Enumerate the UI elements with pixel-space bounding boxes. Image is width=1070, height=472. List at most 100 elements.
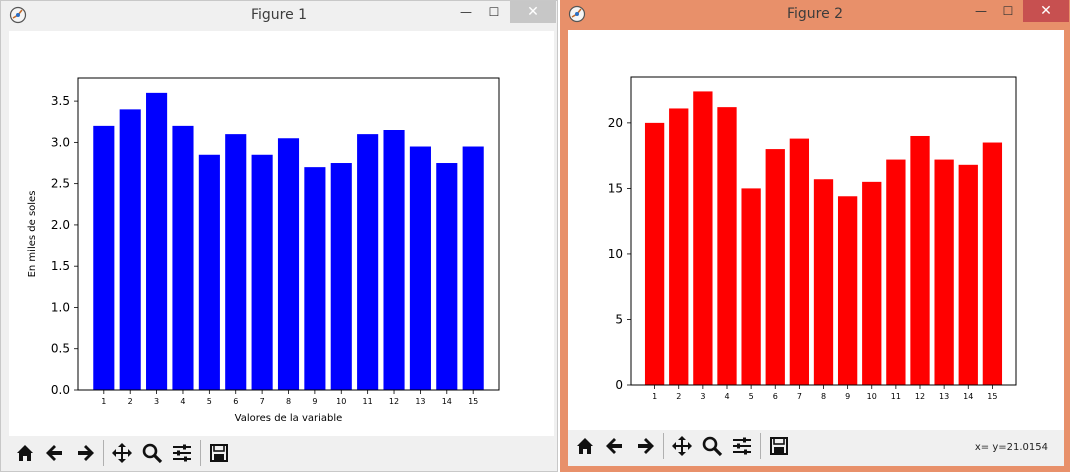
save-icon xyxy=(210,444,228,462)
figure-canvas[interactable]: 1 2 3 4 5 6 7 8 9 10 11 12 13 14 15 0.0 0.5 1.0 1.5 2.0 2.5 3… xyxy=(9,31,554,436)
app-icon xyxy=(568,5,586,23)
y-tick-label: 1.5 xyxy=(51,259,70,273)
y-axis-label: En miles de soles xyxy=(27,191,38,278)
x-tick-label: 2 xyxy=(128,397,133,406)
close-icon: ✕ xyxy=(527,4,539,20)
coordinates-readout: x= y=21.0154 xyxy=(974,442,1048,453)
y-tick-label: 0.5 xyxy=(51,342,70,356)
figure-2-window: Figure 2 — ☐ ✕ 1 2 3 4 5 6 7 8 9 10 11 12 13 14 15 0 5 10… xyxy=(560,0,1070,472)
x-tick-label: 13 xyxy=(939,392,949,401)
bar xyxy=(862,181,882,385)
save-icon xyxy=(770,437,788,455)
minimize-icon: — xyxy=(975,4,987,18)
x-tick-label: 8 xyxy=(821,392,826,401)
figure-canvas[interactable]: 1 2 3 4 5 6 7 8 9 10 11 12 13 14 15 0 5 10 15 20 xyxy=(568,30,1064,430)
configure-button[interactable] xyxy=(727,432,757,460)
x-tick-label: 14 xyxy=(442,397,452,406)
pan-button[interactable] xyxy=(107,439,137,467)
minimize-button[interactable]: — xyxy=(453,1,479,23)
bar xyxy=(462,146,484,390)
x-tick-label: 3 xyxy=(700,392,705,401)
y-tick-label: 2.0 xyxy=(51,218,70,232)
close-button[interactable]: ✕ xyxy=(1023,0,1069,22)
pan-icon xyxy=(112,443,132,463)
y-tick-label: 15 xyxy=(608,181,623,195)
zoom-button[interactable] xyxy=(137,439,167,467)
forward-icon xyxy=(78,445,94,461)
configure-button[interactable] xyxy=(167,439,197,467)
bar xyxy=(837,196,858,385)
toolbar-area: x= y=21.0154 xyxy=(568,430,1064,466)
bar xyxy=(789,138,810,385)
x-tick-label: 14 xyxy=(963,392,973,401)
window-title: Figure 1 xyxy=(250,7,308,23)
bar xyxy=(409,146,431,390)
figure-1-window: Figure 1 — ☐ ✕ 1 2 3 4 5 6 7 8 9 10 11 12 13 14 15 0.0 0… xyxy=(0,0,558,472)
x-tick-label: 8 xyxy=(286,397,291,406)
x-tick-label: 15 xyxy=(987,392,997,401)
minimize-button[interactable]: — xyxy=(968,0,994,22)
bar xyxy=(146,92,168,391)
x-tick-label: 2 xyxy=(676,392,681,401)
plot-frame xyxy=(77,77,500,391)
bar xyxy=(910,135,930,385)
home-button[interactable] xyxy=(10,439,40,467)
bar xyxy=(717,107,737,385)
y-tick-label: 5 xyxy=(615,312,623,326)
forward-icon xyxy=(638,438,654,454)
bar xyxy=(669,108,689,386)
forward-button[interactable] xyxy=(630,432,660,460)
x-tick-label: 1 xyxy=(101,397,106,406)
bar xyxy=(357,134,379,390)
x-tick-label: 11 xyxy=(363,397,373,406)
home-icon xyxy=(17,445,33,461)
zoom-button[interactable] xyxy=(697,432,727,460)
plot-frame xyxy=(630,76,1017,386)
bar xyxy=(225,134,247,390)
y-tick-label: 10 xyxy=(608,247,623,261)
x-tick-label: 10 xyxy=(336,397,346,406)
toolbar-separator xyxy=(200,440,201,466)
close-button[interactable]: ✕ xyxy=(510,1,556,23)
y-tick-label: 1.0 xyxy=(51,300,70,314)
x-tick-label: 6 xyxy=(233,397,238,406)
x-tick-label: 12 xyxy=(915,392,925,401)
back-icon xyxy=(606,438,622,454)
home-icon xyxy=(577,438,593,454)
maximize-button[interactable]: ☐ xyxy=(481,1,507,23)
configure-icon xyxy=(733,437,751,455)
minimize-icon: — xyxy=(460,5,472,19)
close-icon: ✕ xyxy=(1040,3,1052,19)
bar xyxy=(982,142,1003,385)
bar xyxy=(644,122,665,386)
forward-button[interactable] xyxy=(70,439,100,467)
bar xyxy=(886,159,906,385)
x-tick-label: 15 xyxy=(468,397,478,406)
x-tick-label: 1 xyxy=(652,392,657,401)
bar xyxy=(251,154,273,390)
maximize-icon: ☐ xyxy=(1002,4,1014,18)
x-tick-label: 7 xyxy=(260,397,265,406)
save-button[interactable] xyxy=(204,439,234,467)
bar xyxy=(198,154,220,390)
pan-button[interactable] xyxy=(667,432,697,460)
pan-icon xyxy=(672,436,692,456)
bar xyxy=(277,138,300,390)
bar xyxy=(813,179,834,385)
x-tick-label: 10 xyxy=(867,392,877,401)
zoom-icon xyxy=(702,436,723,457)
back-button[interactable] xyxy=(600,432,630,460)
bar xyxy=(958,164,978,385)
back-button[interactable] xyxy=(40,439,70,467)
x-tick-label: 12 xyxy=(389,397,399,406)
title-bar[interactable]: Figure 2 — ☐ ✕ xyxy=(560,0,1070,30)
title-bar[interactable]: Figure 1 — ☐ ✕ xyxy=(1,1,557,31)
bar xyxy=(436,163,458,390)
maximize-icon: ☐ xyxy=(488,5,500,19)
zoom-icon xyxy=(142,443,163,464)
home-button[interactable] xyxy=(570,432,600,460)
bar xyxy=(330,163,352,390)
maximize-button[interactable]: ☐ xyxy=(995,0,1021,22)
save-button[interactable] xyxy=(764,432,794,460)
